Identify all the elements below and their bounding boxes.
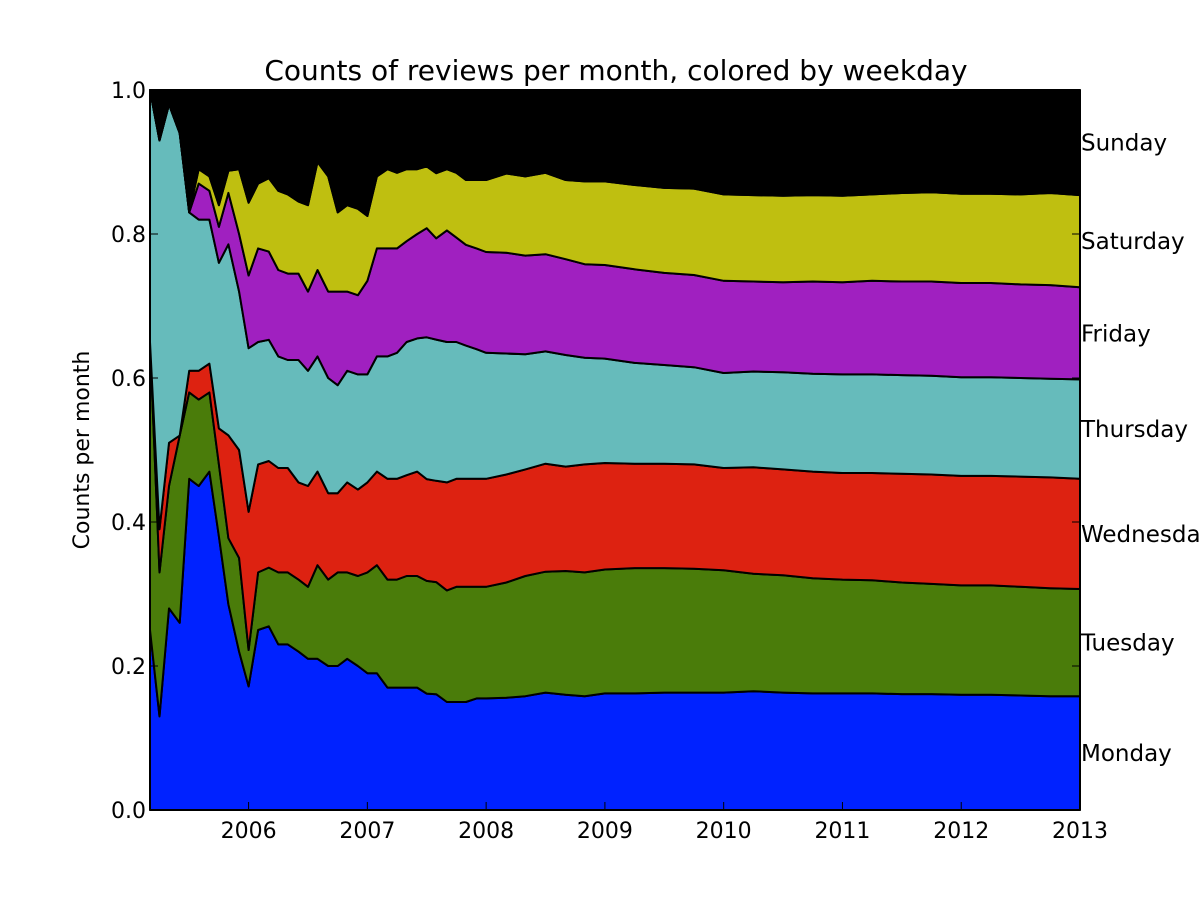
y-tick-label: 0.0 [111,799,146,824]
y-axis: 0.0 0.2 0.4 0.6 0.8 1.0 [111,79,1080,824]
x-tick-label: 2007 [339,819,395,844]
x-tick-label: 2009 [577,819,633,844]
x-tick-label: 2006 [221,819,277,844]
series-label-wednesday: Wednesday [1081,522,1200,548]
chart-title: Counts of reviews per month, colored by … [264,54,967,87]
y-tick-label: 1.0 [111,79,146,104]
series-label-thursday: Thursday [1080,417,1188,443]
y-tick-label: 0.4 [111,511,146,536]
series-areas [149,89,1081,811]
y-tick-label: 0.2 [111,655,146,680]
series-label-saturday: Saturday [1081,229,1185,255]
x-tick-label: 2013 [1052,819,1108,844]
x-tick-label: 2011 [814,819,870,844]
series-label-tuesday: Tuesday [1080,631,1175,657]
series-label-monday: Monday [1081,741,1172,767]
series-label-sunday: Sunday [1081,131,1167,157]
y-axis-label: Counts per month [70,351,95,550]
x-tick-label: 2008 [458,819,514,844]
series-labels: Monday Tuesday Wednesday Thursday Friday Satu… [1080,131,1200,767]
series-label-friday: Friday [1081,321,1151,347]
plot-border [149,89,1081,811]
axes-frame [149,89,1081,811]
y-tick-label: 0.8 [111,223,146,248]
y-tick-label: 0.6 [111,367,146,392]
x-tick-label: 2010 [696,819,752,844]
x-axis: 2006 2007 2008 2009 2010 2011 2012 2013 [221,90,1108,844]
x-tick-label: 2012 [933,819,989,844]
